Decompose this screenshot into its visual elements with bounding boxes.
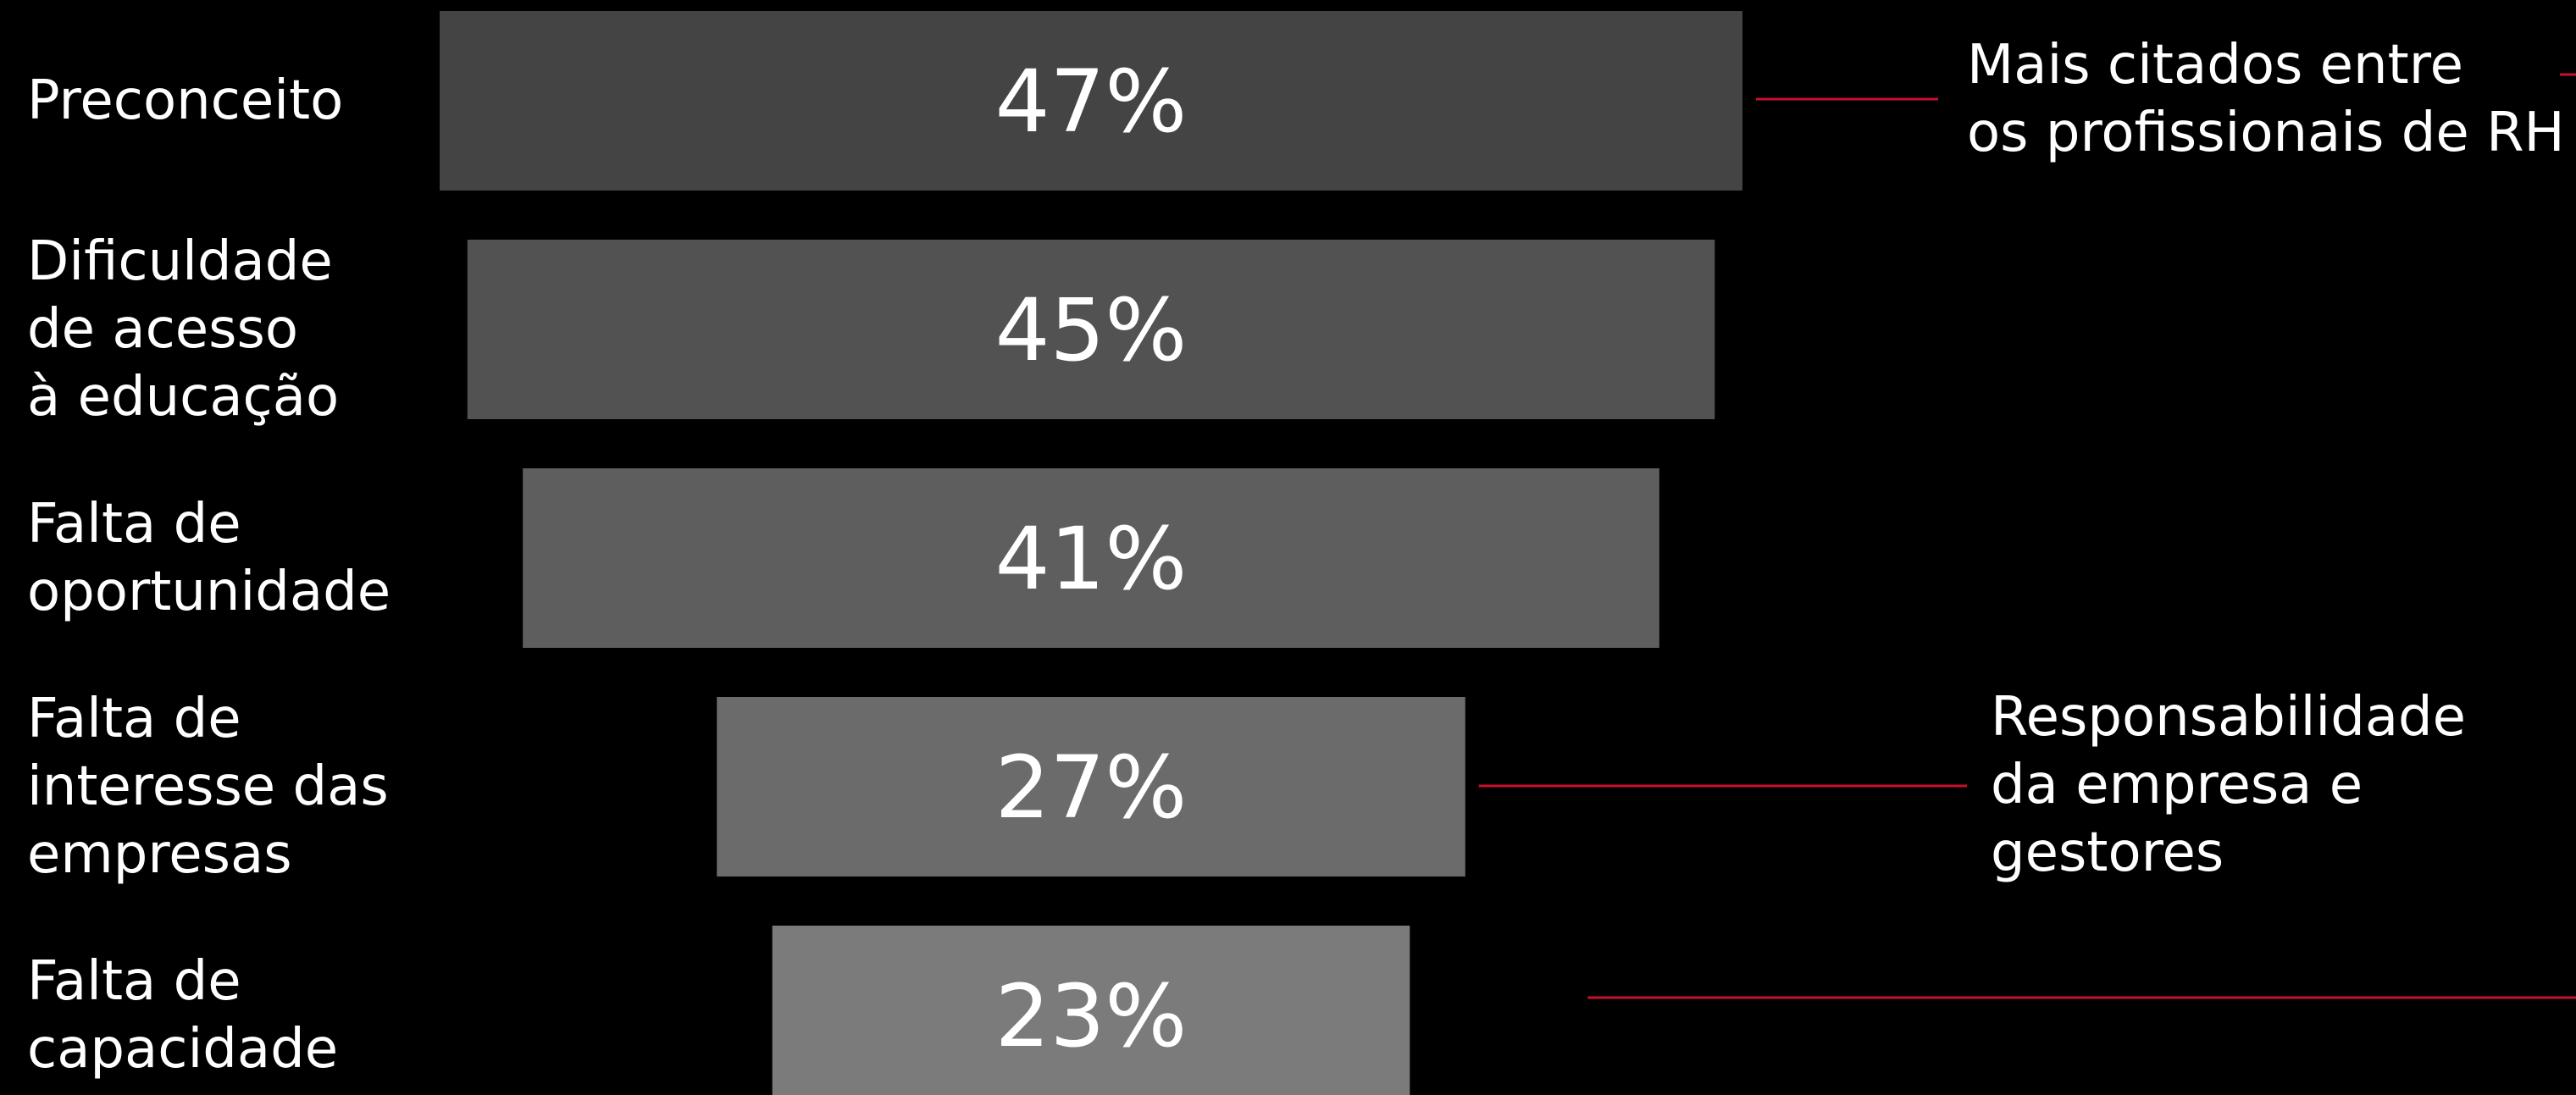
bar-value-label: 47%	[995, 52, 1188, 152]
funnel-bar	[440, 11, 1742, 191]
category-label: Falta de interesse das empresas	[27, 685, 389, 888]
bar-value-label: 27%	[995, 738, 1188, 838]
annotation-text: Mais citados entre os profissionais de RH	[1967, 31, 2565, 167]
funnel-bar	[717, 697, 1465, 877]
funnel-bar	[523, 468, 1659, 648]
category-label-line: oportunidade	[27, 561, 391, 623]
category-label: Falta de oportunidade	[27, 490, 391, 626]
funnel-bar	[467, 240, 1715, 419]
category-label-line: empresas	[27, 823, 292, 886]
category-label: Dificuldade de acesso à educação	[27, 228, 339, 431]
annotation-line: Mais citados entre	[1967, 34, 2463, 97]
annotation-line: da empresa e	[1991, 754, 2363, 816]
category-label-line: de acesso	[27, 298, 298, 361]
category-label-line: Preconceito	[27, 69, 344, 132]
category-label-line: Falta de	[27, 950, 241, 1013]
annotation-line: os profissionais de RH	[1967, 102, 2565, 164]
category-label-line: Dificuldade	[27, 230, 333, 293]
annotation-line: Responsabilidade	[1991, 686, 2467, 749]
category-label-line: à educação	[27, 366, 340, 429]
bars-layer: 47% 45% 41% 27% 23%	[440, 11, 1742, 1095]
category-label-line: Falta de	[27, 688, 241, 750]
category-label: Falta de capacidade	[27, 948, 338, 1083]
bar-value-label: 41%	[995, 509, 1188, 610]
annotation-line: gestores	[1991, 821, 2224, 884]
connectors-layer	[1478, 73, 2576, 999]
annotation-text: Responsabilidade da empresa e gestores	[1991, 683, 2466, 887]
bar-value-label: 23%	[995, 966, 1188, 1067]
category-label-line: interesse das	[27, 755, 389, 818]
category-label: Preconceito	[27, 67, 343, 135]
funnel-bar	[772, 926, 1410, 1095]
category-label-line: capacidade	[27, 1018, 339, 1081]
category-label-line: Falta de	[27, 493, 241, 556]
bar-value-label: 45%	[995, 280, 1188, 381]
